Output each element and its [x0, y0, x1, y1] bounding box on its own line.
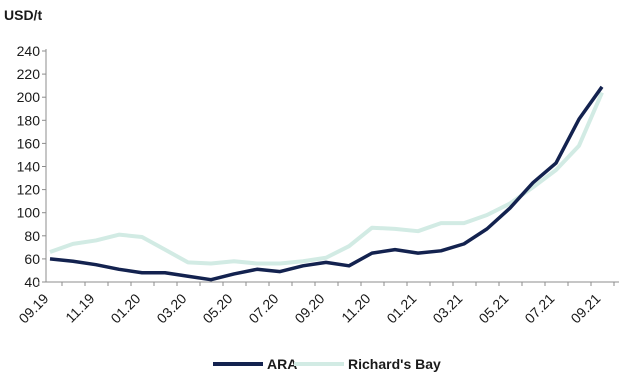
y-tick-label: 100: [17, 205, 41, 221]
y-tick-label: 160: [17, 135, 41, 151]
x-tick-label: 11.20: [338, 290, 374, 326]
x-tick-label: 01.20: [107, 290, 143, 326]
x-tick-label: 07.20: [245, 290, 281, 326]
y-axis: 40 60 80 100 120 140 160 180 200 220 240: [17, 43, 46, 290]
y-tick-label: 180: [17, 112, 41, 128]
x-tick-label: 03.21: [429, 290, 465, 326]
y-tick-label: 80: [24, 228, 40, 244]
x-tick-label: 09.19: [15, 290, 51, 326]
x-tick-label: 05.21: [475, 290, 511, 326]
y-tick-label: 220: [17, 66, 41, 82]
legend-label-richard-s-bay: Richard's Bay: [348, 356, 441, 372]
x-tick-label: 11.19: [62, 290, 98, 326]
y-tick-label: 140: [17, 159, 41, 175]
x-tick-label: 09.21: [567, 290, 603, 326]
x-axis: 09.19 11.19 01.20 03.20 05.20 07.20 09.20 11.20…: [15, 282, 615, 326]
y-tick-label: 40: [24, 274, 40, 290]
x-tick-label: 07.21: [521, 290, 557, 326]
y-tick-label: 60: [24, 251, 40, 267]
series-line-ara: [49, 85, 604, 282]
x-tick-label: 03.20: [153, 290, 189, 326]
series-line-richard-s-bay: [49, 91, 604, 266]
y-axis-unit-label: USD/t: [4, 7, 42, 23]
series-layer: [49, 85, 604, 282]
legend-label-ara: ARA: [267, 356, 297, 372]
y-tick-label: 200: [17, 89, 41, 105]
x-tick-label: 01.21: [383, 290, 419, 326]
y-tick-label: 120: [17, 182, 41, 198]
y-tick-label: 240: [17, 43, 41, 59]
x-tick-label: 09.20: [291, 290, 327, 326]
legend: ARA Richard's Bay: [213, 356, 441, 372]
x-tick-label: 05.20: [199, 290, 235, 326]
